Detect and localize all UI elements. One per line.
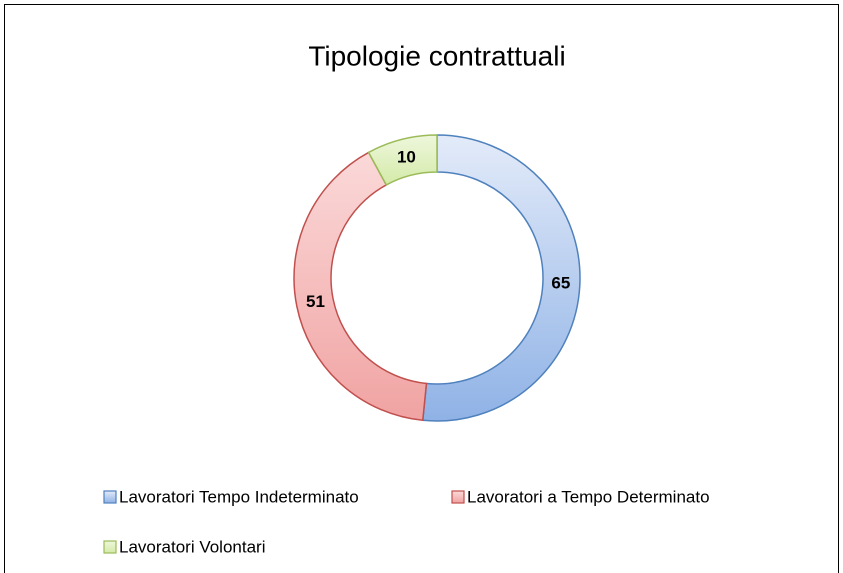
chart-title: Tipologie contrattuali [308, 40, 565, 71]
legend-swatch [451, 490, 465, 504]
legend-label: Lavoratori Tempo Indeterminato [119, 487, 359, 506]
doughnut-segment [367, 134, 438, 186]
legend-swatch [103, 490, 117, 504]
legend-label: Lavoratori Volontari [119, 537, 265, 556]
data-label: 10 [397, 147, 416, 166]
doughnut-segment [293, 151, 428, 422]
doughnut-segment [421, 134, 581, 422]
legend-label: Lavoratori a Tempo Determinato [467, 487, 710, 506]
data-label: 65 [551, 274, 570, 293]
legend-swatch [103, 540, 117, 554]
chart-border [4, 4, 839, 573]
data-label: 51 [306, 292, 325, 311]
